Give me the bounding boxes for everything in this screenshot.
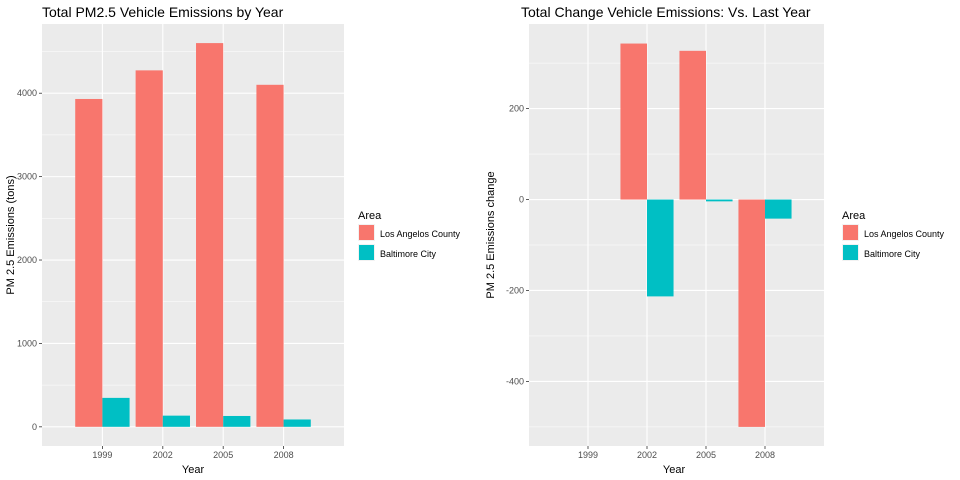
chart-2-bar-la-2008 xyxy=(738,199,765,427)
chart-1-legend-swatch-la xyxy=(359,225,374,240)
chart-1-y-axis-title: PM 2.5 Emissions (tons) xyxy=(5,175,17,294)
chart-1-bar-baltimore-1999 xyxy=(102,397,130,427)
chart-1-y-tick-label: 4000 xyxy=(17,88,37,98)
chart-1-bar-baltimore-2005 xyxy=(223,415,251,427)
chart-2-y-tick-label: 200 xyxy=(509,104,524,114)
chart-1-y-tick-label: 1000 xyxy=(17,338,37,348)
chart-1-x-tick-label: 1999 xyxy=(92,450,112,460)
chart-2-legend-title: Area xyxy=(842,210,866,222)
chart-1-title: Total PM2.5 Vehicle Emissions by Year xyxy=(42,4,284,20)
chart-1-bar-la-2008 xyxy=(256,84,284,427)
chart-1-legend-label-baltimore: Baltimore City xyxy=(380,249,437,259)
chart-2-legend-swatch-la xyxy=(843,225,858,240)
chart-1-emissions-by-year: Total PM2.5 Vehicle Emissions by Year Ye… xyxy=(5,4,461,476)
chart-2-x-tick-label: 2005 xyxy=(696,450,716,460)
chart-2-legend-label-la: Los Angelos County xyxy=(864,229,945,239)
chart-2-plot-panel xyxy=(529,24,824,446)
chart-1-legend-swatch-baltimore xyxy=(359,245,374,260)
chart-2-legend-swatch-baltimore xyxy=(843,245,858,260)
chart-2-bar-baltimore-2008 xyxy=(765,199,792,219)
chart-2-y-tick-label: -200 xyxy=(506,285,524,295)
chart-2-x-tick-label: 2008 xyxy=(755,450,775,460)
chart-2-bar-la-2005 xyxy=(679,50,706,200)
chart-1-bar-la-1999 xyxy=(75,98,103,427)
chart-1-bar-la-2005 xyxy=(196,43,224,427)
chart-1-x-tick-label: 2002 xyxy=(153,450,173,460)
chart-2-bar-baltimore-2005 xyxy=(706,199,733,202)
chart-1-bar-baltimore-2002 xyxy=(162,415,190,427)
chart-2-x-tick-label: 1999 xyxy=(578,450,598,460)
chart-2-panel-background xyxy=(529,24,824,446)
chart-1-x-tick-label: 2008 xyxy=(274,450,294,460)
chart-1-y-tick-label: 0 xyxy=(32,422,37,432)
chart-2-x-axis-title: Year xyxy=(663,464,686,476)
chart-2-y-axis-title: PM 2.5 Emissions change xyxy=(485,171,497,298)
chart-1-bar-baltimore-2008 xyxy=(283,419,311,427)
chart-2-bar-baltimore-2002 xyxy=(647,199,674,297)
chart-1-legend-title: Area xyxy=(358,210,382,222)
chart-1-plot-panel xyxy=(42,24,344,446)
chart-2-y-tick-label: 0 xyxy=(519,195,524,205)
chart-2-y-tick-label: -400 xyxy=(506,376,524,386)
chart-2-bar-la-2002 xyxy=(620,43,647,200)
chart-1-x-axis-title: Year xyxy=(182,464,205,476)
chart-2-change-vs-last-year: Total Change Vehicle Emissions: Vs. Last… xyxy=(485,4,945,476)
chart-1-x-tick-label: 2005 xyxy=(213,450,233,460)
chart-1-y-tick-label: 2000 xyxy=(17,255,37,265)
chart-1-legend-label-la: Los Angelos County xyxy=(380,229,461,239)
chart-2-x-tick-label: 2002 xyxy=(637,450,657,460)
chart-1-bar-la-2002 xyxy=(135,70,163,427)
chart-2-title: Total Change Vehicle Emissions: Vs. Last… xyxy=(521,4,811,20)
chart-1-y-tick-label: 3000 xyxy=(17,172,37,182)
chart-2-legend-label-baltimore: Baltimore City xyxy=(864,249,921,259)
